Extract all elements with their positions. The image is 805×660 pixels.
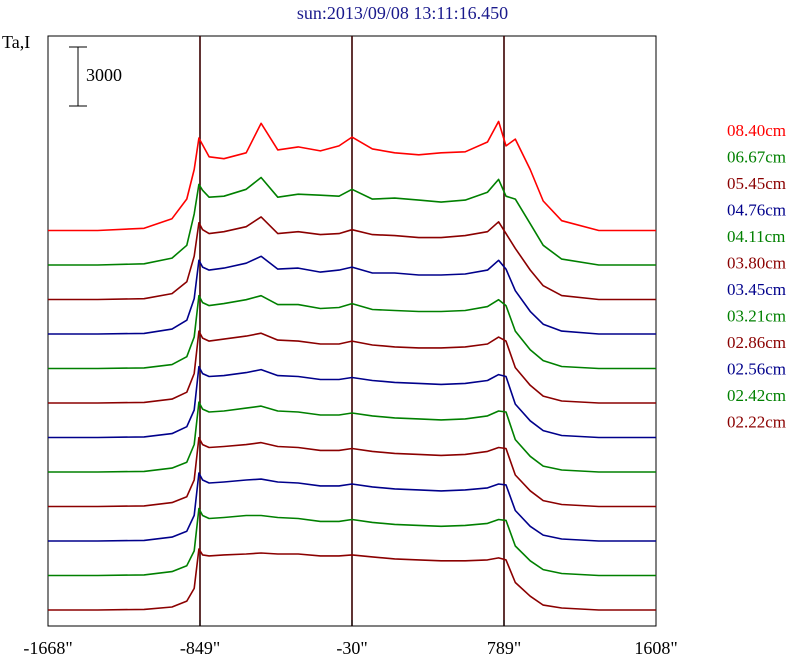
series-line-08.40cm	[48, 120, 656, 232]
x-tick-label-3: 789"	[487, 638, 521, 658]
series-line-03.45cm	[48, 365, 656, 439]
x-tick-label-4: 1608"	[634, 638, 677, 658]
vertical-markers	[199, 36, 505, 626]
legend-entry-02.56cm: 02.56cm	[727, 360, 786, 379]
x-tick-label-2: -30"	[336, 638, 367, 658]
legend-entry-03.21cm: 03.21cm	[727, 307, 786, 326]
legend-entry-04.11cm: 04.11cm	[727, 227, 785, 246]
chart-title: sun:2013/09/08 13:11:16.450	[296, 3, 509, 23]
series-line-04.76cm	[48, 255, 656, 335]
series-line-02.86cm	[48, 436, 656, 508]
legend-entry-03.45cm: 03.45cm	[727, 280, 786, 299]
series-line-02.42cm	[48, 507, 656, 577]
legend-entry-02.86cm: 02.86cm	[727, 333, 786, 352]
series-line-04.11cm	[48, 294, 656, 370]
series-lines	[48, 120, 656, 611]
scale-bar-label: 3000	[86, 65, 122, 85]
series-line-05.45cm	[48, 216, 656, 301]
legend-entry-03.80cm: 03.80cm	[727, 254, 786, 273]
legend-entry-02.22cm: 02.22cm	[727, 413, 786, 432]
series-line-02.56cm	[48, 472, 656, 542]
legend-entry-02.42cm: 02.42cm	[727, 386, 786, 405]
series-line-06.67cm	[48, 176, 656, 266]
legend-entry-08.40cm: 08.40cm	[727, 121, 786, 140]
y-axis-label: Ta,I	[2, 32, 31, 52]
x-axis-ticks: -1668" -849" -30" 789" 1608"	[23, 620, 678, 658]
series-line-02.22cm	[48, 548, 656, 611]
series-line-03.21cm	[48, 401, 656, 473]
x-tick-label-0: -1668"	[23, 638, 72, 658]
legend: 08.40cm 06.67cm 05.45cm 04.76cm 04.11cm 03.80…	[727, 121, 786, 432]
legend-entry-05.45cm: 05.45cm	[727, 174, 786, 193]
intensity-scale-bar: 3000	[69, 46, 122, 107]
series-line-03.80cm	[48, 330, 656, 404]
legend-entry-06.67cm: 06.67cm	[727, 148, 786, 167]
x-tick-label-1: -849"	[180, 638, 220, 658]
legend-entry-04.76cm: 04.76cm	[727, 201, 786, 220]
